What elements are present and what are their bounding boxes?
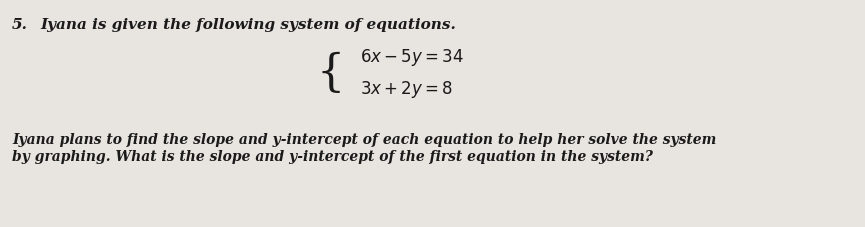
Text: Iyana plans to find the slope and y-intercept of each equation to help her solve: Iyana plans to find the slope and y-inte…	[12, 132, 716, 146]
Text: {: {	[317, 51, 345, 94]
Text: $6x - 5y = 34$: $6x - 5y = 34$	[360, 47, 464, 68]
Text: 5.: 5.	[12, 18, 28, 32]
Text: Iyana is given the following system of equations.: Iyana is given the following system of e…	[40, 18, 456, 32]
Text: $3x + 2y = 8$: $3x + 2y = 8$	[360, 79, 453, 100]
Text: by graphing. What is the slope and y-intercept of the first equation in the syst: by graphing. What is the slope and y-int…	[12, 149, 653, 163]
